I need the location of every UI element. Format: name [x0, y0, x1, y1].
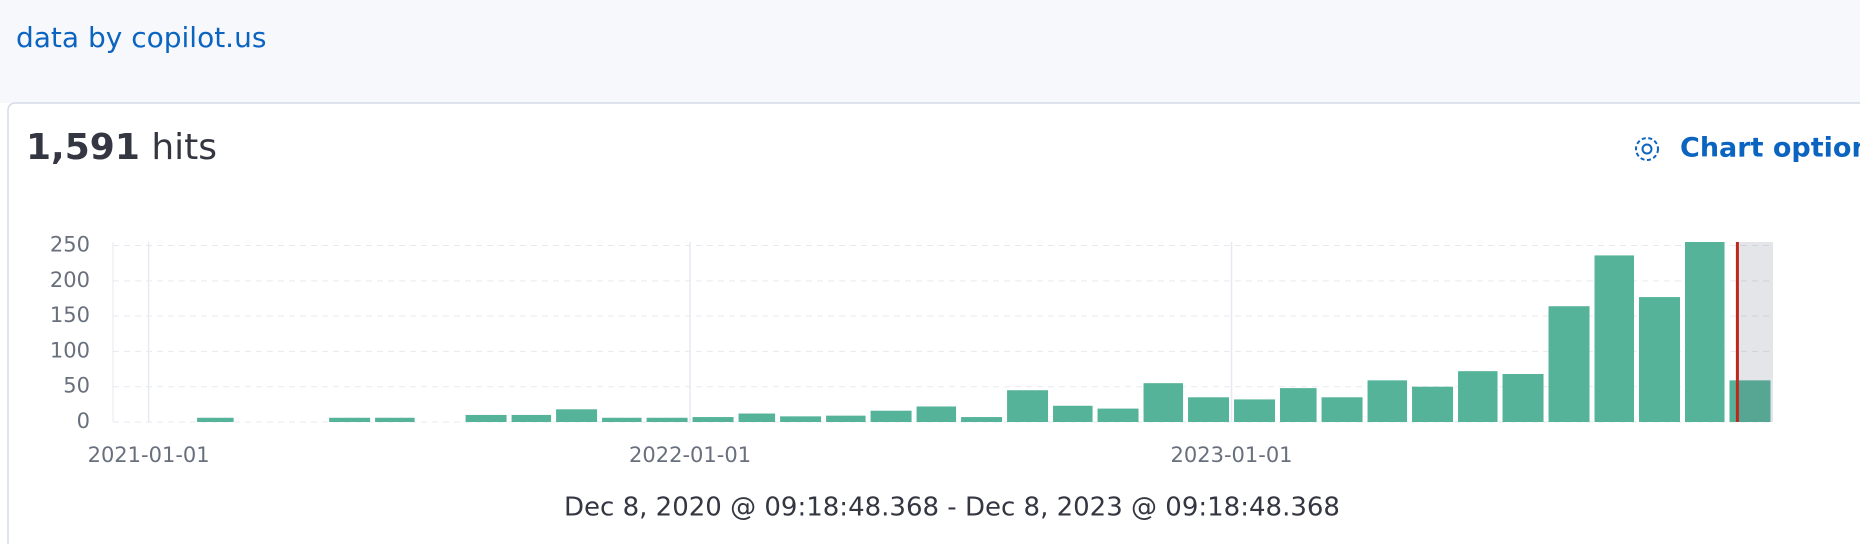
hits-count: 1,591 [26, 127, 140, 168]
bar [780, 416, 822, 422]
bar [870, 410, 912, 422]
bar [1502, 374, 1544, 422]
bar [1234, 399, 1276, 422]
header-band [0, 0, 1860, 103]
x-tick-label: 2021-01-01 [88, 443, 210, 467]
hits-summary: 1,591 hits [26, 127, 217, 168]
panel [7, 102, 1860, 548]
bar [329, 417, 371, 422]
y-tick-label: 0 [77, 409, 90, 433]
bar [646, 417, 688, 422]
bar [1367, 380, 1408, 422]
time-range: Dec 8, 2020 @ 09:18:48.368 - Dec 8, 2023… [564, 493, 1340, 523]
x-tick-label: 2022-01-01 [629, 443, 751, 467]
chart-options-button[interactable] [1635, 137, 1659, 161]
source-link[interactable]: data by copilot.us [16, 21, 266, 54]
bar [1594, 255, 1635, 422]
bar [1548, 306, 1590, 422]
bar [1639, 297, 1681, 422]
bar [1280, 388, 1317, 422]
bar [1412, 386, 1454, 422]
bar [1188, 397, 1230, 422]
bar [961, 417, 1003, 422]
bar [375, 417, 415, 422]
future-shade [1737, 242, 1773, 422]
bar [826, 415, 866, 422]
bar [1321, 397, 1363, 422]
bar [738, 413, 776, 422]
bar [692, 417, 734, 422]
bar [1097, 408, 1139, 422]
x-tick-label: 2023-01-01 [1171, 443, 1293, 467]
bar [1685, 242, 1725, 422]
y-tick-label: 200 [50, 268, 90, 292]
y-tick-label: 250 [50, 233, 90, 257]
bar [1053, 405, 1093, 422]
bar [556, 409, 598, 422]
gear-hub [1641, 143, 1653, 155]
y-tick-label: 100 [50, 338, 90, 362]
bar [197, 417, 234, 422]
y-tick-label: 50 [63, 374, 90, 398]
chart-options-label[interactable]: Chart options [1680, 133, 1860, 164]
gear-icon [1635, 137, 1659, 161]
hits-label: hits [151, 127, 217, 168]
bar [1143, 383, 1184, 422]
bar [916, 406, 957, 422]
bar [465, 414, 507, 422]
bar [1007, 390, 1049, 422]
y-tick-label: 150 [50, 303, 90, 327]
bar [511, 414, 552, 422]
bar [1458, 371, 1498, 422]
bar [602, 417, 642, 422]
